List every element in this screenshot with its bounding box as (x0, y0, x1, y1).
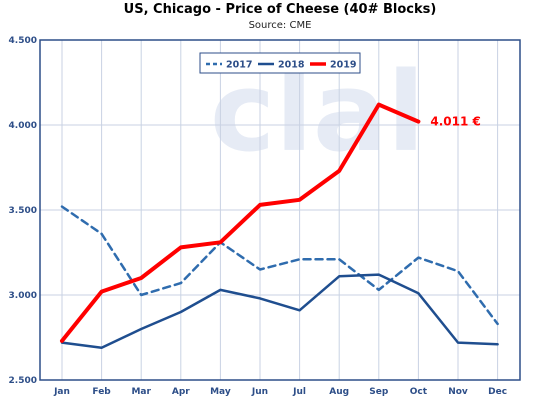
y-tick-label: 4.000 (9, 121, 37, 131)
series-line-2019 (60, 102, 421, 343)
y-tick-label: 2.500 (9, 376, 37, 386)
series-line-2017 (60, 205, 499, 326)
x-tick-label: May (210, 387, 231, 397)
x-tick-label: Jun (251, 387, 268, 397)
x-tick-label: Jul (292, 387, 306, 397)
x-tick-label: Apr (172, 387, 190, 397)
plot-area-frame (39, 39, 521, 381)
x-tick-label: Feb (92, 387, 111, 397)
x-tick-label: Sep (369, 387, 389, 397)
legend-label-2018: 2018 (278, 60, 305, 71)
y-axis: 2.500 3.000 3.500 4.000 4.500 (9, 36, 37, 386)
legend-label-2019: 2019 (330, 60, 356, 71)
y-tick-label: 4.500 (9, 36, 37, 46)
y-tick-label: 3.000 (9, 291, 37, 301)
legend-label-2017: 2017 (226, 60, 252, 71)
series-line-2018 (60, 273, 499, 349)
x-tick-label: Oct (410, 387, 428, 397)
legend: 2017 2018 2019 (199, 52, 361, 74)
x-tick-label: Dec (488, 387, 507, 397)
annotation-label: 4.011 € (430, 115, 480, 129)
x-tick-label: Nov (448, 387, 468, 397)
chart-subtitle: Source: CME (248, 20, 312, 31)
y-tick-label: 3.500 (9, 206, 37, 216)
x-axis: Jan Feb Mar Apr May Jun Jul Aug Sep Oct Nov Dec (53, 387, 507, 397)
chart-title: US, Chicago - Price of Cheese (40# Block… (123, 2, 437, 17)
series-layer (60, 102, 499, 349)
legend-box (199, 52, 361, 74)
x-tick-label: Mar (131, 387, 151, 397)
x-tick-label: Aug (329, 387, 349, 397)
x-tick-label: Jan (53, 387, 70, 397)
